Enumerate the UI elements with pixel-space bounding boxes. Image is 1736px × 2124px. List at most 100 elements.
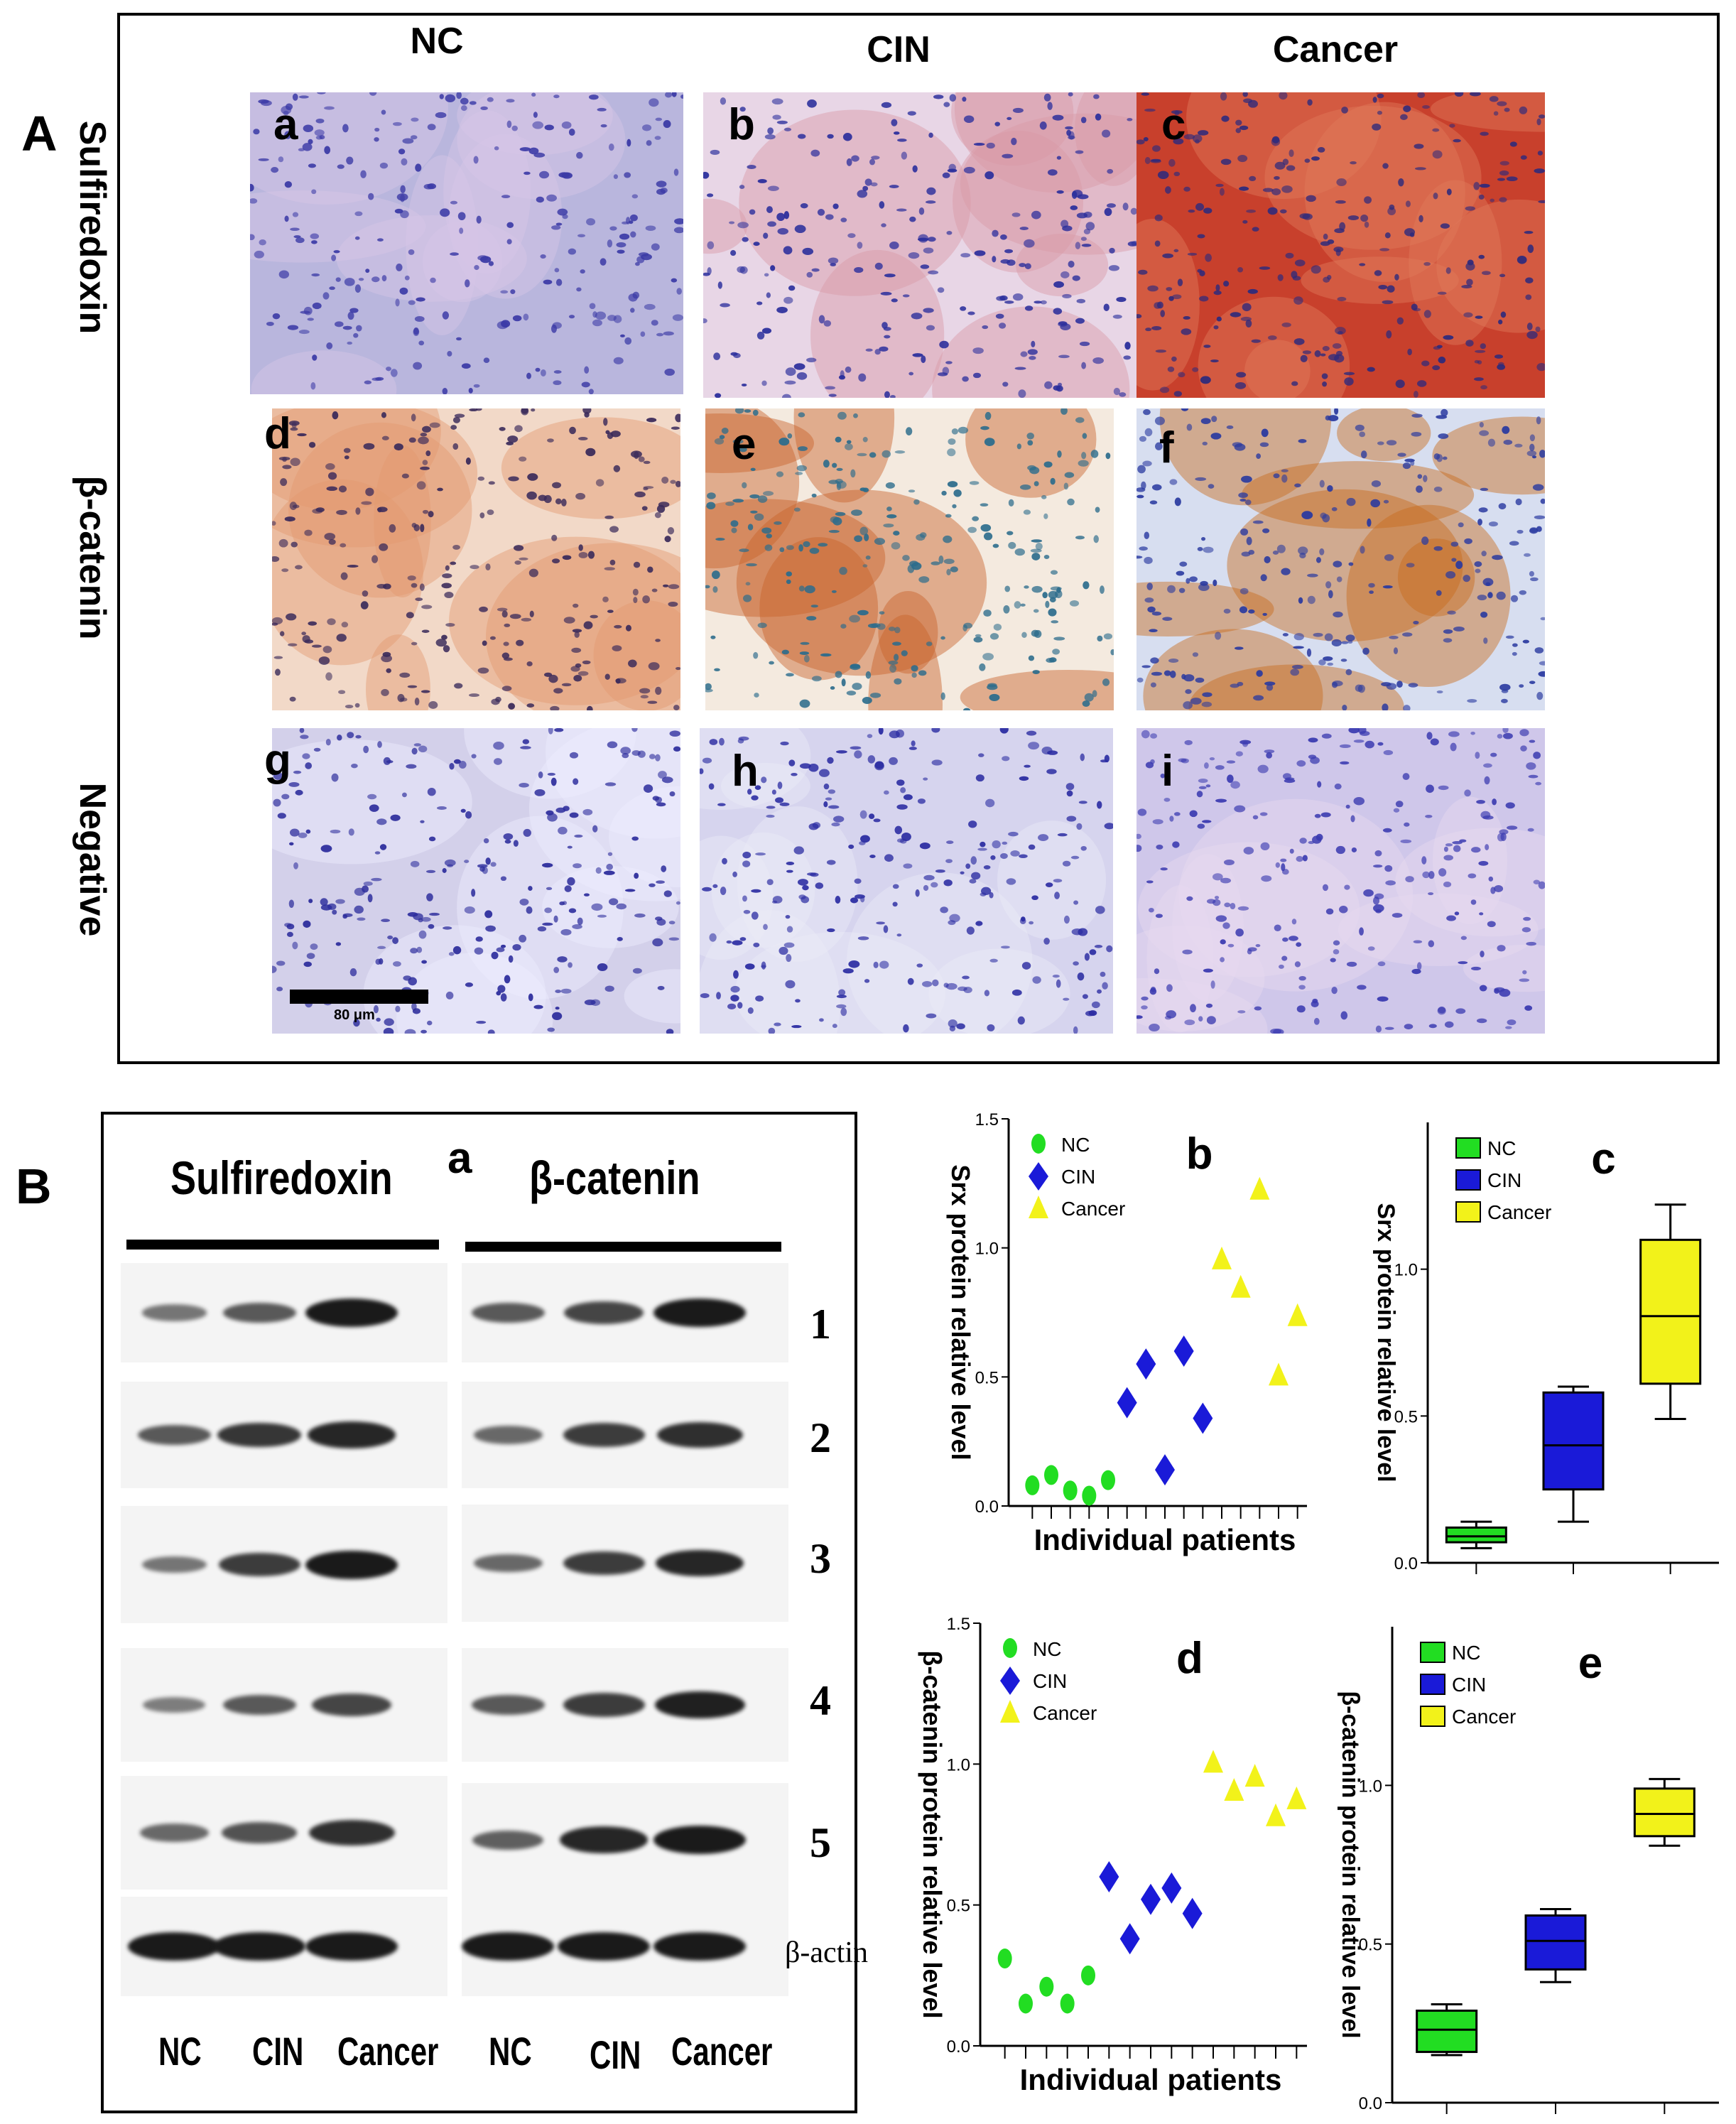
legend-marker-d-nc [1003,1638,1017,1658]
srx-band-5-2 [222,1822,297,1843]
lane-number-5: 5 [810,1819,831,1866]
sublabel-e: e [732,420,756,469]
data-point-b-cin [1117,1387,1137,1419]
data-point-d-cin [1161,1872,1182,1904]
data-point-b-nc [1063,1480,1078,1501]
srx-band-3-1 [141,1556,207,1573]
bcat-band-5-3 [653,1826,746,1854]
actin-band-right-2 [558,1932,650,1961]
bottom-label-cancer-1: Cancer [337,2029,439,2074]
srx-band-4-1 [143,1697,205,1713]
y-axis-label-b: Srx protein relative level [946,1164,975,1460]
data-point-d-cin [1182,1897,1203,1929]
data-point-d-cin [1119,1923,1140,1955]
y-tick-label-c: 0.0 [1394,1554,1418,1573]
micrograph-g [272,728,680,1034]
srx-band-2-3 [308,1421,396,1448]
micrograph-texture-i [1136,728,1545,1034]
bcat-band-1-1 [471,1302,545,1323]
legend-label-b-nc: NC [1061,1134,1090,1156]
bcat-band-5-2 [560,1826,648,1853]
data-point-d-cancer [1244,1764,1265,1787]
legend-marker-d-cin [1000,1667,1020,1695]
legend-marker-b-cancer [1029,1196,1048,1218]
chart-panel-label-e: e [1578,1639,1602,1688]
x-axis-label-d: Individual patients [1020,2063,1282,2096]
chart-c: 0.0 0.5 1.0 Srx protein relative level c NC CI… [1350,1094,1733,1584]
legend-label-d-nc: NC [1033,1638,1061,1660]
sublabel-b: b [728,100,755,149]
micrograph-texture-g [272,728,680,1034]
legend-marker-e-nc [1420,1642,1445,1663]
sublabel-f: f [1159,423,1174,472]
row-label-sulfiredoxin: Sulfiredoxin [72,120,113,335]
data-point-d-cancer [1266,1803,1286,1826]
micrograph-texture-d [272,408,680,710]
srx-band-5-3 [308,1819,395,1846]
y-tick-label-e: 1.0 [1359,1777,1382,1796]
y-tick-label-c: 1.0 [1394,1261,1418,1280]
data-point-b-cancer [1230,1274,1251,1298]
micrograph-c [1136,92,1545,398]
actin-blot-strip-left [121,1897,447,1996]
srx-band-4-3 [312,1693,391,1717]
panel-a-frame [117,13,1720,1064]
srx-band-5-1 [139,1824,209,1842]
y-tick-label-b: 1.0 [975,1240,999,1259]
data-point-b-cin [1136,1348,1156,1380]
micrograph-d [272,408,680,710]
bcat-band-2-3 [656,1421,743,1448]
srx-blot-strip-4 [121,1648,447,1762]
y-tick-label-d: 1.5 [947,1615,970,1634]
lane-number-4: 4 [810,1677,831,1724]
bcat-blot-strip-3 [462,1505,788,1622]
chart-panel-label-b: b [1186,1129,1213,1179]
legend-label-d-cancer: Cancer [1033,1702,1097,1724]
micrograph-h [700,728,1113,1034]
chart-e: 0.0 0.5 1.0 β-catenin protein relative leve… [1314,1598,1733,2124]
sublabel-d: d [264,409,291,458]
bcat-band-5-1 [472,1830,543,1850]
bcat-band-4-1 [471,1694,545,1716]
y-tick-label-b: 0.0 [975,1497,999,1517]
legend-label-e-nc: NC [1452,1642,1480,1664]
legend-marker-c-cin [1455,1169,1481,1191]
actin-band-right-1 [462,1932,554,1961]
bcat-band-3-3 [656,1549,744,1577]
panel-label-B: B [16,1159,52,1214]
srx-band-1-1 [141,1304,207,1321]
lane-number-1: 1 [810,1301,831,1348]
bcat-blot-strip-1 [462,1263,788,1362]
blot-header-line-right [465,1242,781,1252]
legend-marker-b-nc [1031,1134,1046,1154]
chart-panel-label-c: c [1591,1134,1615,1183]
data-point-d-nc [1039,1976,1054,1997]
data-point-b-cancer [1212,1246,1232,1269]
panel-label-A: A [21,106,58,161]
bottom-label-cancer-2: Cancer [671,2029,773,2074]
box-c-nc [1445,1526,1507,1544]
column-header-nc: NC [410,21,464,62]
sublabel-h: h [732,747,759,796]
y-tick-label-d: 0.5 [947,1897,970,1916]
data-point-d-nc [997,1949,1012,1969]
blot-sublabel-a: a [447,1134,472,1183]
lane-number-2: 2 [810,1414,831,1461]
srx-band-1-2 [222,1302,296,1323]
srx-blot-strip-1 [121,1263,447,1362]
actin-band-left-2 [213,1932,305,1961]
legend-label-b-cin: CIN [1061,1166,1095,1188]
legend-marker-d-cancer [1000,1700,1020,1723]
srx-band-2-1 [137,1424,211,1446]
bcat-band-1-2 [564,1301,644,1325]
legend-marker-b-cin [1029,1162,1048,1191]
row-label-beta-catenin: β-catenin [72,475,113,640]
western-blot-frame [101,1112,857,2113]
micrograph-a [250,92,683,394]
x-axis-label-b: Individual patients [1034,1523,1296,1556]
y-tick-label-d: 1.0 [947,1755,970,1774]
srx-band-1-3 [305,1299,398,1327]
y-axis-label-e: β-catenin protein relative level [1337,1691,1364,2038]
bottom-label-nc-2: NC [489,2029,532,2074]
legend-label-d-cin: CIN [1033,1670,1067,1692]
